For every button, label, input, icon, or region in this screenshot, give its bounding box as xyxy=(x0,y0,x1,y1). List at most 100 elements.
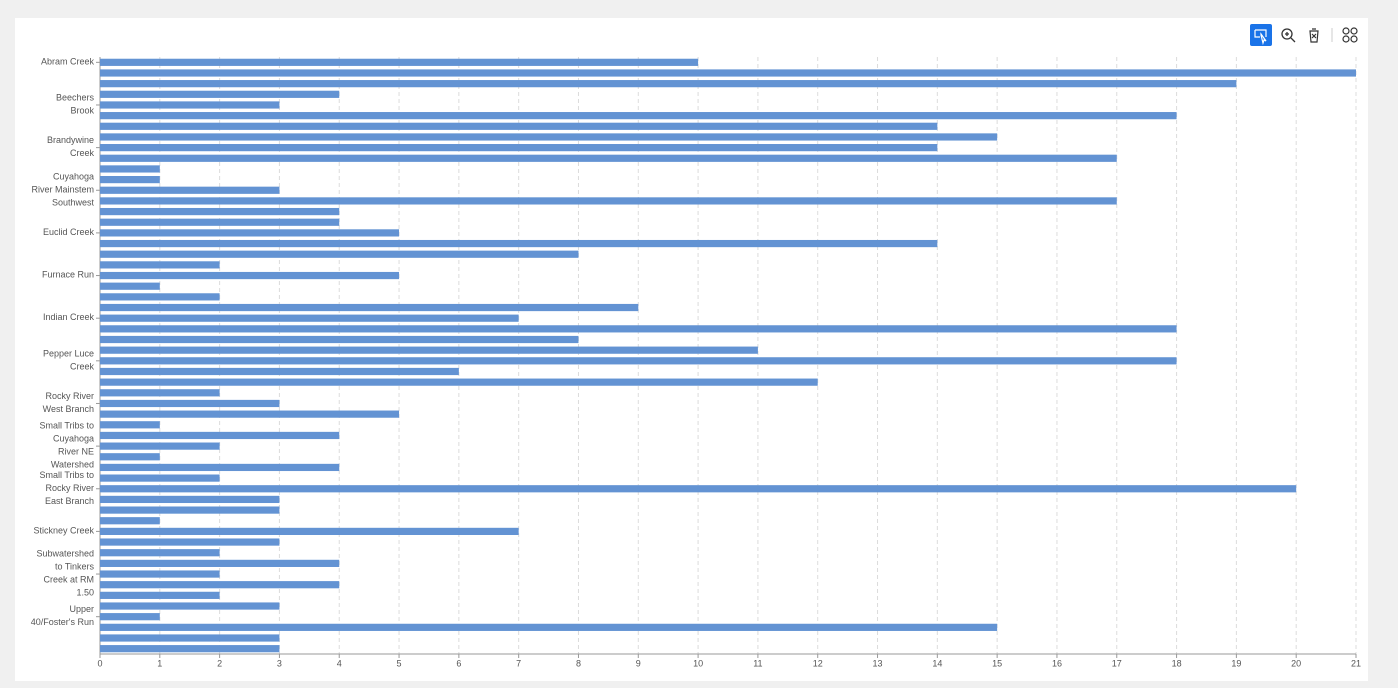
x-tick-label: 19 xyxy=(1231,658,1241,668)
bar xyxy=(100,335,579,344)
x-tick-label: 2 xyxy=(217,658,222,668)
bar xyxy=(100,133,998,141)
bar xyxy=(100,367,459,376)
label-line: Creek xyxy=(70,362,95,372)
label-line: Upper xyxy=(69,605,94,615)
label-line: River Mainstem xyxy=(31,185,94,195)
bar xyxy=(100,549,220,557)
x-tick-label: 18 xyxy=(1172,658,1182,668)
bar xyxy=(100,474,220,482)
label-line: Subwatershed xyxy=(36,549,94,559)
label-line: Pepper Luce xyxy=(43,349,94,359)
bar xyxy=(100,271,400,280)
bar xyxy=(100,399,280,408)
x-tick-label: 16 xyxy=(1052,658,1062,668)
clear-tool[interactable] xyxy=(1304,25,1324,45)
x-tick-label: 8 xyxy=(576,658,581,668)
bar xyxy=(100,485,1297,493)
x-tick-label: 21 xyxy=(1351,658,1361,668)
bar xyxy=(100,357,1177,365)
y-tick-label: Upper 40/Foster's Run xyxy=(31,605,94,628)
x-tick-label: 9 xyxy=(636,658,641,668)
bar xyxy=(100,389,220,397)
separator xyxy=(1331,28,1333,42)
bar xyxy=(100,229,400,237)
x-tick-label: 14 xyxy=(932,658,942,668)
x-tick-label: 7 xyxy=(516,658,521,668)
x-tick-label: 12 xyxy=(813,658,823,668)
y-tick-label: Small Tribs to Cuyahoga River NE Watershed xyxy=(39,421,94,470)
label-line: Brandywine xyxy=(47,135,94,145)
bar xyxy=(100,602,280,610)
bar xyxy=(100,154,1117,162)
bar xyxy=(100,453,160,461)
label-line: Small Tribs to xyxy=(39,421,94,431)
label-line: River NE xyxy=(58,447,94,457)
y-tick-label: Small Tribs to Rocky River East Branch xyxy=(39,470,94,506)
label-line: Furnace Run xyxy=(42,270,94,280)
x-tick-label: 15 xyxy=(992,658,1002,668)
bar xyxy=(100,527,519,536)
bar xyxy=(100,303,639,312)
label-line: Watershed xyxy=(51,460,94,470)
bar xyxy=(100,207,340,216)
bar xyxy=(100,442,220,450)
bar xyxy=(100,239,938,248)
bar xyxy=(100,634,280,642)
y-tick-label: Euclid Creek xyxy=(43,227,95,237)
bar xyxy=(100,325,1177,333)
bar xyxy=(100,282,160,290)
bar xyxy=(100,613,160,621)
label-line: Creek at RM xyxy=(43,575,94,585)
bar xyxy=(100,90,340,98)
bar xyxy=(100,463,340,472)
label-line: Cuyahoga xyxy=(53,434,94,444)
bar xyxy=(100,517,160,525)
bar xyxy=(100,581,340,589)
label-line: 1.50 xyxy=(76,588,94,598)
toolbar xyxy=(1250,24,1360,46)
label-line: Abram Creek xyxy=(41,57,95,67)
bar xyxy=(100,431,340,440)
label-line: Brook xyxy=(70,106,94,116)
bar xyxy=(100,186,280,194)
y-tick-label: Stickney Creek xyxy=(33,526,94,536)
bar xyxy=(100,346,758,354)
y-tick-label: Rocky River West Branch xyxy=(43,391,94,414)
bar xyxy=(100,101,280,109)
bar xyxy=(100,623,998,631)
y-tick-label: Cuyahoga River Mainstem Southwest xyxy=(31,172,94,208)
menu-tool[interactable] xyxy=(1340,25,1360,45)
x-tick-label: 1 xyxy=(157,658,162,668)
x-tick-label: 11 xyxy=(753,658,762,668)
bar xyxy=(100,261,220,269)
bar xyxy=(100,495,280,504)
y-tick-label: Beechers Brook xyxy=(56,93,95,116)
bar xyxy=(100,69,1356,77)
y-tick-label: Furnace Run xyxy=(42,270,94,280)
label-line: Cuyahoga xyxy=(53,172,94,182)
label-line: Beechers xyxy=(56,93,95,103)
zoom-tool[interactable] xyxy=(1278,25,1298,45)
label-line: Indian Creek xyxy=(43,313,95,323)
label-line: Small Tribs to xyxy=(39,470,94,480)
bar xyxy=(100,165,160,173)
bar xyxy=(100,80,1237,88)
bar xyxy=(100,218,340,226)
bar xyxy=(100,144,938,152)
label-line: East Branch xyxy=(45,496,94,506)
x-tick-label: 5 xyxy=(397,658,402,668)
y-tick-label: Pepper Luce Creek xyxy=(43,349,95,372)
y-tick-label: Indian Creek xyxy=(43,313,95,323)
bar xyxy=(100,293,220,301)
x-tick-label: 13 xyxy=(873,658,883,668)
label-line: Southwest xyxy=(52,198,95,208)
bar xyxy=(100,538,280,546)
bar xyxy=(100,421,160,429)
bar xyxy=(100,410,400,418)
bar xyxy=(100,112,1177,120)
bar xyxy=(100,559,340,567)
select-tool[interactable] xyxy=(1250,24,1272,46)
